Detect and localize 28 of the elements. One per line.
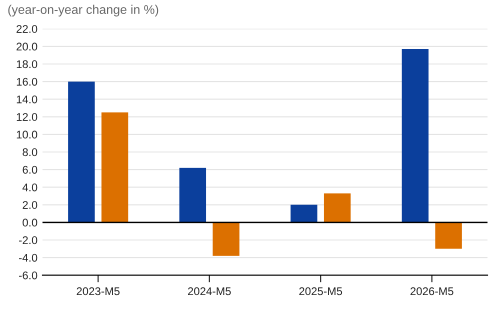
y-tick-label: -6.0 [18, 271, 38, 280]
bar [101, 112, 128, 222]
y-tick-label: 2.0 [22, 201, 38, 209]
y-tick-label: 14.0 [16, 95, 38, 104]
y-tick-label: 12.0 [16, 113, 38, 121]
y-tick-label: 16.0 [16, 78, 38, 86]
bar [324, 193, 351, 222]
y-tick-label: 10.0 [16, 130, 38, 139]
bar [290, 204, 318, 222]
y-tick-label: -4.0 [18, 254, 38, 262]
x-tick-label: 2026-M5 [410, 287, 454, 296]
y-tick-label: 6.0 [22, 166, 38, 174]
x-tick-label: 2023-M5 [76, 287, 120, 296]
bar [212, 222, 240, 256]
chart-subtitle: (year-on-year change in %) [8, 4, 158, 16]
bar [435, 222, 462, 249]
bar [68, 82, 95, 222]
y-tick-label: -2.0 [18, 236, 38, 244]
y-tick-label: 4.0 [22, 183, 38, 192]
y-tick-label: 20.0 [16, 42, 38, 51]
x-tick-label: 2025-M5 [299, 287, 342, 296]
bar [179, 168, 206, 222]
bar [402, 49, 429, 222]
y-tick-label: 8.0 [22, 148, 38, 156]
y-tick-label: 22.0 [16, 25, 38, 33]
y-tick-label: 18.0 [16, 60, 38, 68]
y-tick-label: 0.0 [22, 218, 38, 227]
x-tick-label: 2024-M5 [188, 287, 231, 296]
